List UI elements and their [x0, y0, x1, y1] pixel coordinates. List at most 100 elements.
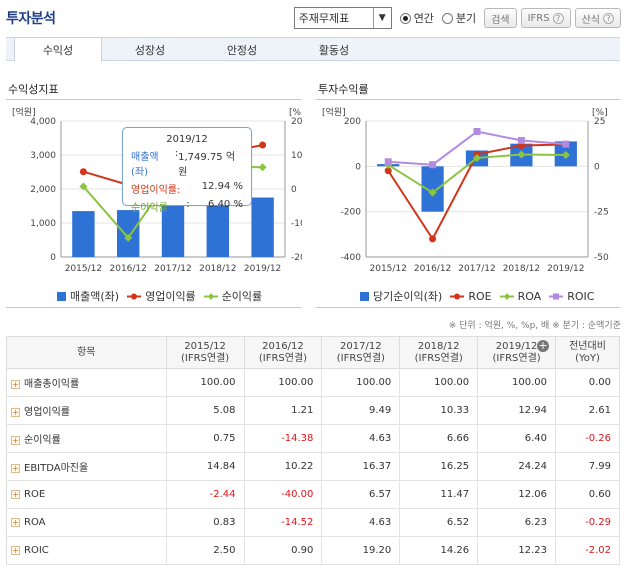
- data-point: [517, 136, 525, 144]
- radio-quarter-label: 분기: [455, 12, 477, 25]
- tab-growth[interactable]: 성장성: [134, 43, 166, 57]
- row-label-cell: + ROE: [6, 480, 167, 509]
- formula-help-button[interactable]: 산식 ?: [574, 8, 621, 28]
- right-tick-label: 10: [291, 151, 302, 161]
- value-cell: 100.00: [165, 368, 245, 397]
- radio-annual[interactable]: 연간: [399, 10, 434, 26]
- radio-checked-icon[interactable]: [399, 12, 411, 24]
- legend-line-swatch: [499, 292, 514, 300]
- search-button[interactable]: 검색: [484, 8, 517, 28]
- data-point: [428, 188, 437, 197]
- value-cell: 100.00: [477, 368, 557, 397]
- header-period-basis: (IFRS연결): [414, 352, 463, 364]
- value-cell: 14.84: [165, 452, 245, 481]
- unit-note: ※ 단위 : 억원, %, %p, 배 ※ 분기 : 순액기준: [448, 321, 621, 331]
- tab-stability[interactable]: 안정성: [226, 43, 258, 57]
- chevron-down-icon[interactable]: ▼: [372, 8, 391, 28]
- header-period: 2017/12 (IFRS연결): [321, 336, 401, 369]
- value-cell: 16.25: [399, 452, 479, 481]
- value-cell: 100.00: [399, 368, 479, 397]
- x-tick-label: 2015/12: [65, 264, 102, 274]
- tooltip-row: 영업이익률: 12.94 %: [131, 181, 243, 196]
- row-label: ROA: [24, 517, 46, 528]
- data-point: [259, 141, 267, 149]
- expand-plus-icon[interactable]: +: [11, 407, 20, 417]
- header-period-date: 2015/12: [184, 340, 226, 352]
- value-cell: 2.50: [165, 536, 245, 565]
- left-tick-label: 0: [355, 162, 361, 172]
- x-tick-label: 2019/12: [244, 264, 281, 274]
- value-cell: 0.90: [243, 536, 323, 565]
- value-cell: 11.47: [399, 480, 479, 509]
- legend-line-swatch: [549, 293, 564, 299]
- tooltip-sep: :: [174, 148, 179, 159]
- tab-activity[interactable]: 활동성: [318, 43, 350, 57]
- legend-label: 영업이익률: [145, 290, 196, 303]
- header-period: 2016/12 (IFRS연결): [243, 336, 323, 369]
- tab-profitability[interactable]: 수익성: [14, 37, 102, 62]
- row-label: 순이익률: [24, 435, 61, 446]
- left-axis-unit: [억원]: [322, 106, 346, 118]
- right-chart-legend: 당기순이익(좌) ROE ROA ROIC: [360, 288, 594, 304]
- value-cell: 19.20: [321, 536, 401, 565]
- expand-plus-icon[interactable]: +: [11, 435, 20, 445]
- left-tick-label: 0: [50, 253, 56, 263]
- value-cell: 100.00: [243, 368, 323, 397]
- value-cell: 100.00: [321, 368, 401, 397]
- value-cell: 6.66: [399, 424, 479, 453]
- table-row: + 순이익률 0.75 -14.38 4.63 6.66 6.40 -0.26: [6, 424, 620, 453]
- row-label: 매출총이익률: [24, 379, 80, 390]
- bar: [206, 202, 229, 257]
- question-icon: ?: [603, 12, 614, 24]
- data-point: [473, 153, 481, 162]
- ifrs-help-button[interactable]: IFRS ?: [520, 8, 571, 28]
- value-cell: 4.63: [321, 508, 401, 537]
- expand-plus-icon[interactable]: +: [11, 545, 20, 555]
- expand-plus-icon[interactable]: +: [11, 463, 20, 473]
- tooltip-label: 순이익률: [131, 203, 168, 214]
- legend-line-swatch: [127, 293, 142, 299]
- row-label-cell: + 순이익률: [6, 424, 167, 453]
- statement-select[interactable]: 주재무제표 ▼: [293, 7, 392, 29]
- x-tick-label: 2018/12: [199, 264, 236, 274]
- left-tick-label: 1,000: [30, 219, 56, 229]
- legend-line-swatch: [450, 293, 465, 299]
- expand-plus-icon[interactable]: +: [11, 489, 20, 499]
- value-cell: 12.94: [477, 396, 557, 425]
- right-tick-label: 0: [594, 162, 600, 172]
- divider: [6, 307, 302, 308]
- table-row: + ROIC 2.50 0.90 19.20 14.26 12.23 -2.02: [6, 536, 620, 565]
- right-tick-label: -50: [594, 253, 609, 263]
- radio-quarter[interactable]: 분기: [441, 10, 477, 26]
- header-item: 항목: [6, 336, 167, 369]
- toolbar: 주재무제표 ▼ 연간 분기 검색 IFRS ? 산식 ?: [293, 7, 621, 29]
- statement-select-value: 주재무제표: [298, 12, 350, 25]
- yoy-cell: 0.00: [555, 368, 620, 397]
- yoy-cell: -0.26: [555, 424, 620, 453]
- divider: [316, 99, 620, 100]
- bar: [117, 210, 140, 257]
- value-cell: 16.37: [321, 452, 401, 481]
- right-tick-label: -20: [291, 253, 302, 263]
- value-cell: -40.00: [243, 480, 323, 509]
- right-axis-unit: [%]: [289, 108, 302, 118]
- legend-label: 매출액(좌): [70, 290, 120, 303]
- expand-plus-icon[interactable]: +: [537, 339, 550, 352]
- table-row: + ROA 0.83 -14.52 4.63 6.52 6.23 -0.29: [6, 508, 620, 537]
- data-point: [429, 235, 437, 243]
- value-cell: 0.75: [165, 424, 245, 453]
- header-period-date: 2018/12: [417, 340, 460, 352]
- radio-unchecked-icon[interactable]: [441, 12, 453, 24]
- bar: [72, 211, 95, 257]
- value-cell: 0.83: [165, 508, 245, 537]
- right-tick-label: 20: [291, 117, 302, 127]
- yoy-cell: 0.60: [555, 480, 620, 509]
- header-period-date: 2019/12: [495, 340, 538, 352]
- header-period: 2018/12 (IFRS연결): [399, 336, 479, 369]
- expand-plus-icon[interactable]: +: [11, 379, 20, 389]
- expand-plus-icon[interactable]: +: [11, 517, 20, 527]
- value-cell: 10.33: [399, 396, 479, 425]
- legend-line-swatch: [203, 292, 218, 300]
- radio-annual-label: 연간: [413, 12, 434, 25]
- header-yoy: 전년대비 (YoY): [555, 336, 620, 369]
